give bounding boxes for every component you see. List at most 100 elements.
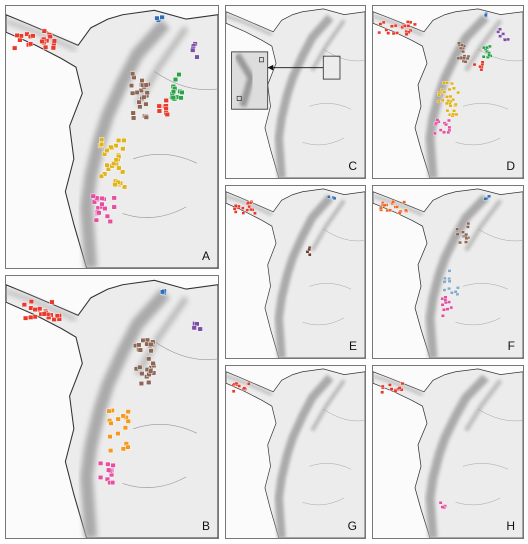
occurrence-cell bbox=[404, 32, 409, 36]
occurrence-cell bbox=[406, 30, 411, 34]
occurrence-cell bbox=[434, 121, 439, 125]
occurrence-cell bbox=[442, 288, 447, 292]
occurrence-cell bbox=[456, 56, 461, 60]
occurrence-cell bbox=[440, 88, 444, 92]
occurrence-cell bbox=[163, 98, 169, 103]
occurrence-cell bbox=[110, 480, 116, 485]
occurrence-cell bbox=[464, 236, 469, 240]
occurrence-cell bbox=[156, 103, 162, 109]
occurrence-cell bbox=[458, 240, 462, 245]
occurrence-cell bbox=[253, 211, 257, 215]
panel-label: B bbox=[201, 519, 210, 533]
map bbox=[373, 366, 523, 538]
occurrence-cell bbox=[130, 110, 136, 116]
occurrence-cell bbox=[447, 277, 451, 281]
occurrence-cell bbox=[433, 131, 437, 136]
occurrence-cell bbox=[435, 118, 440, 122]
occurrence-cell bbox=[465, 56, 470, 61]
map bbox=[6, 6, 218, 268]
occurrence-cell bbox=[487, 53, 492, 57]
occurrence-cell bbox=[332, 196, 337, 200]
occurrence-cell bbox=[455, 232, 460, 236]
occurrence-cell bbox=[146, 380, 152, 385]
occurrence-cell bbox=[137, 364, 143, 370]
occurrence-cell bbox=[159, 14, 165, 20]
occurrence-cell bbox=[98, 173, 104, 179]
occurrence-cell bbox=[445, 307, 450, 311]
occurrence-cell bbox=[498, 27, 502, 31]
occurrence-cell bbox=[50, 45, 56, 51]
map-panel: B bbox=[5, 275, 219, 539]
occurrence-cell bbox=[436, 99, 441, 104]
panel-label: G bbox=[347, 519, 357, 533]
occurrence-cell bbox=[451, 98, 455, 102]
occurrence-cell bbox=[164, 112, 170, 117]
occurrence-cell bbox=[143, 101, 149, 107]
occurrence-cell bbox=[150, 360, 156, 366]
occurrence-cell bbox=[437, 93, 441, 97]
occurrence-cell bbox=[125, 418, 131, 424]
occurrence-cell bbox=[448, 94, 453, 99]
occurrence-cell bbox=[41, 311, 47, 317]
occurrence-cell bbox=[438, 128, 443, 132]
occurrence-cell bbox=[194, 54, 200, 60]
occurrence-cell bbox=[406, 24, 411, 28]
occurrence-cell bbox=[32, 307, 38, 312]
occurrence-cell bbox=[37, 306, 43, 312]
occurrence-cell bbox=[245, 208, 249, 212]
map-panel: D bbox=[372, 5, 524, 179]
occurrence-cell bbox=[466, 225, 470, 229]
occurrence-cell bbox=[408, 28, 413, 33]
occurrence-cell bbox=[496, 30, 500, 34]
occurrence-cell bbox=[197, 326, 203, 332]
map-panel: E bbox=[225, 185, 366, 359]
occurrence-cell bbox=[28, 305, 34, 311]
occurrence-cell bbox=[327, 195, 331, 199]
occurrence-cell bbox=[170, 95, 176, 101]
panel-label: F bbox=[507, 339, 515, 353]
occurrence-cell bbox=[98, 475, 104, 480]
occurrence-cell bbox=[51, 38, 57, 44]
occurrence-cell bbox=[190, 47, 196, 53]
occurrence-cell bbox=[382, 203, 387, 207]
occurrence-cell bbox=[90, 193, 96, 199]
occurrence-cell bbox=[143, 114, 149, 120]
occurrence-cell bbox=[122, 184, 128, 190]
occurrence-cell bbox=[160, 289, 166, 295]
occurrence-cell bbox=[393, 389, 398, 393]
occurrence-cell bbox=[115, 416, 121, 422]
occurrence-cell bbox=[99, 201, 105, 207]
occurrence-cell bbox=[400, 381, 405, 386]
occurrence-cell bbox=[249, 207, 253, 212]
occurrence-cell bbox=[143, 82, 149, 88]
map bbox=[226, 186, 365, 358]
occurrence-cell bbox=[397, 211, 402, 215]
occurrence-cell bbox=[461, 49, 465, 54]
occurrence-cell bbox=[106, 408, 112, 414]
occurrence-cell bbox=[112, 182, 118, 188]
occurrence-cell bbox=[466, 221, 471, 226]
occurrence-cell bbox=[455, 227, 460, 231]
occurrence-cell bbox=[49, 299, 55, 305]
occurrence-cell bbox=[453, 290, 458, 294]
occurrence-cell bbox=[443, 298, 448, 302]
occurrence-cell bbox=[381, 20, 386, 25]
occurrence-cell bbox=[479, 68, 484, 72]
occurrence-cell bbox=[447, 300, 451, 304]
occurrence-cell bbox=[154, 15, 160, 21]
occurrence-cell bbox=[113, 157, 119, 163]
occurrence-cell bbox=[438, 501, 443, 505]
occurrence-cell bbox=[404, 208, 408, 212]
occurrence-cell bbox=[178, 95, 184, 101]
occurrence-cell bbox=[478, 65, 482, 69]
occurrence-cell bbox=[104, 213, 110, 219]
occurrence-cell bbox=[96, 210, 102, 216]
occurrence-cell bbox=[247, 205, 251, 209]
occurrence-cell bbox=[107, 434, 113, 440]
map-panel: G bbox=[225, 365, 366, 539]
occurrence-cell bbox=[104, 162, 110, 168]
occurrence-cell bbox=[136, 342, 142, 348]
occurrence-cell bbox=[464, 240, 468, 244]
occurrence-cell bbox=[138, 381, 144, 386]
